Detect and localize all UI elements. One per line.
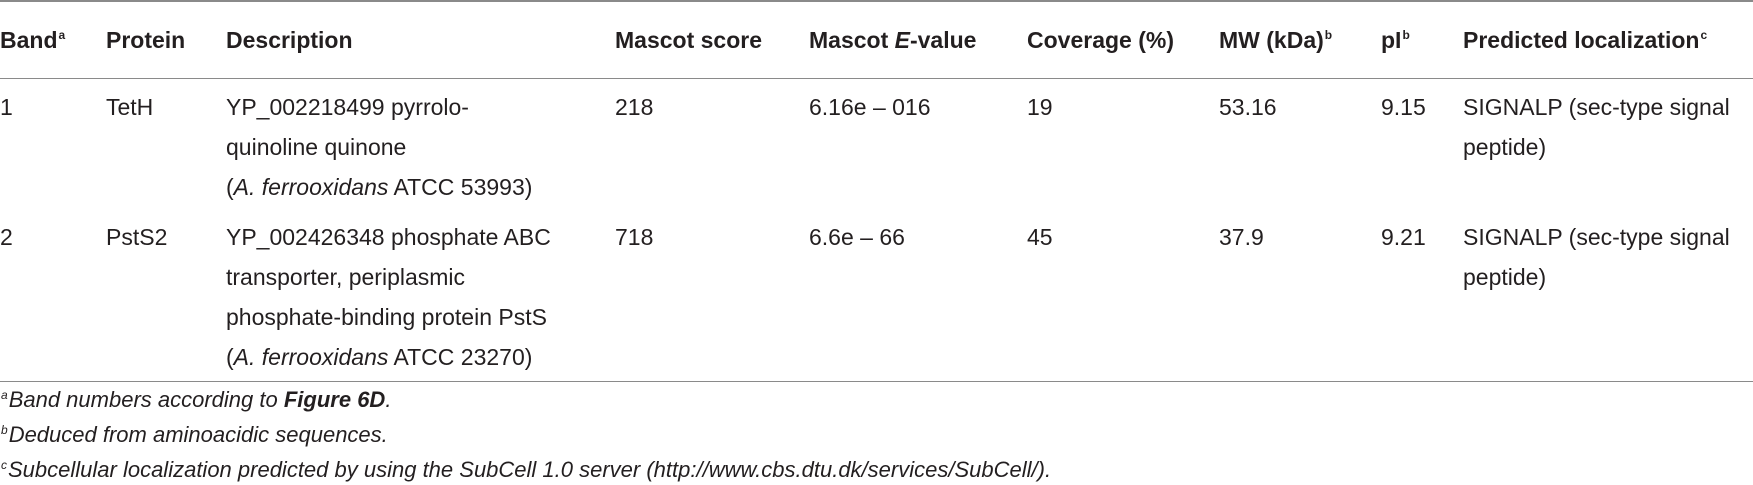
cell-protein: PstS2 — [106, 224, 168, 250]
cell-description: YP_002218499 pyrrolo- quinoline quinone … — [226, 94, 533, 200]
cell-coverage: 45 — [1027, 224, 1053, 250]
header-coverage: Coverage (%) — [1027, 26, 1174, 53]
cell-coverage: 19 — [1027, 94, 1053, 120]
cell-pi: 9.21 — [1381, 224, 1426, 250]
header-mascot-evalue: Mascot E-value — [809, 26, 977, 53]
footnote-b: bDeduced from aminoacidic sequences. — [1, 422, 388, 447]
protein-table: Banda Protein Description Mascot score M… — [0, 1, 1753, 382]
cell-mascot-score: 218 — [615, 94, 654, 120]
footnotes: aBand numbers according to Figure 6D. bD… — [0, 380, 1051, 485]
cell-band: 2 — [0, 224, 13, 250]
header-description: Description — [226, 26, 353, 53]
footnote-a: aBand numbers according to Figure 6D. — [1, 387, 392, 412]
table-row: 2 PstS2 YP_002426348 phosphate ABC trans… — [0, 217, 1753, 382]
cell-localization: SIGNALP (sec-type signal peptide) — [1463, 224, 1730, 290]
header-mascot-score: Mascot score — [615, 26, 763, 53]
header-row: Banda Protein Description Mascot score M… — [0, 1, 1753, 79]
footnote-c: cSubcellular localization predicted by u… — [1, 457, 1052, 482]
table-row: 1 TetH YP_002218499 pyrrolo- quinoline q… — [0, 79, 1753, 218]
cell-mascot-score: 718 — [615, 224, 654, 250]
cell-pi: 9.15 — [1381, 94, 1426, 120]
header-localization: Predicted localizationc — [1463, 26, 1708, 53]
cell-localization: SIGNALP (sec-type signal peptide) — [1463, 94, 1730, 160]
cell-mw: 37.9 — [1219, 224, 1264, 250]
cell-protein: TetH — [106, 94, 154, 120]
header-pi: pIb — [1381, 26, 1410, 53]
header-band: Banda — [0, 26, 66, 53]
cell-mascot-evalue: 6.6e – 66 — [809, 224, 905, 250]
figure-reference[interactable]: Figure 6D — [283, 387, 386, 412]
cell-band: 1 — [0, 94, 13, 120]
cell-mw: 53.16 — [1219, 94, 1277, 120]
cell-mascot-evalue: 6.16e – 016 — [809, 94, 931, 120]
cell-description: YP_002426348 phosphate ABC transporter, … — [226, 224, 551, 370]
header-mw: MW (kDa)b — [1219, 26, 1333, 53]
header-protein: Protein — [106, 26, 186, 53]
